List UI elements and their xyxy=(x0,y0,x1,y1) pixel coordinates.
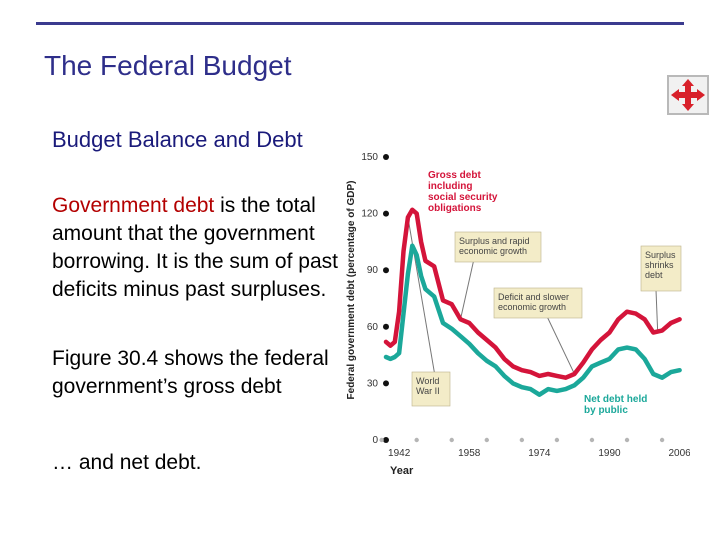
title-rule xyxy=(36,22,684,25)
move-arrows-icon xyxy=(671,79,705,111)
definition-term: Government debt xyxy=(52,194,215,217)
x-axis-label: Year xyxy=(390,465,414,477)
annotation-leader xyxy=(542,307,575,375)
surplus-rapid-box xyxy=(454,231,542,263)
x-minor-dot xyxy=(379,437,384,443)
y-tick-label: 120 xyxy=(361,209,378,220)
x-minor-dot xyxy=(449,437,454,443)
ww2-box xyxy=(411,371,451,407)
surplus-shrinks-annotation: Surplus shrinks debt xyxy=(645,250,676,280)
x-minor-dot xyxy=(624,437,630,443)
net-debt-paragraph: … and net debt. xyxy=(52,451,202,474)
debt-figure: Federal government debt (percentage of G… xyxy=(338,140,691,485)
y-tick-label: 60 xyxy=(367,322,379,333)
y-tick-dot xyxy=(383,154,389,160)
definition-paragraph: Government debt is the total amount that… xyxy=(52,192,352,304)
net-debt-annotation: Net debt held by public xyxy=(584,394,647,416)
section-subtitle: Budget Balance and Debt xyxy=(52,127,303,152)
x-minor-dot xyxy=(659,437,665,443)
annotation-leader xyxy=(655,289,659,333)
figure-paragraph: Figure 30.4 shows the federal government… xyxy=(52,347,329,398)
y-tick-dot xyxy=(383,210,389,217)
slide-title: The Federal Budget xyxy=(44,50,292,81)
x-minor-dot xyxy=(414,437,419,443)
x-minor-dot xyxy=(554,437,560,443)
surplus-shrinks-box xyxy=(640,245,682,292)
y-tick-label: 30 xyxy=(367,378,379,389)
move-button[interactable] xyxy=(667,75,709,115)
y-tick-dot xyxy=(383,380,389,387)
gross-debt-line xyxy=(383,207,682,380)
x-minor-dot xyxy=(519,437,525,443)
net-debt-line xyxy=(383,243,682,397)
x-tick-label: 1942 xyxy=(388,448,411,459)
x-minor-dot xyxy=(589,437,595,443)
x-tick-label: 1974 xyxy=(528,448,551,459)
y-tick-label: 150 xyxy=(361,152,378,163)
y-axis-label: Federal government debt (percentage of G… xyxy=(346,181,357,400)
y-tick-dot xyxy=(383,323,389,330)
y-tick-label: 0 xyxy=(372,435,378,446)
definition-text: is the total amount that the government … xyxy=(52,194,338,301)
y-tick-dot xyxy=(383,267,389,274)
y-tick-dot xyxy=(383,437,389,443)
y-tick-label: 90 xyxy=(367,265,379,276)
x-tick-label: 2006 xyxy=(668,448,690,459)
deficit-slower-box xyxy=(493,287,583,319)
x-minor-dot xyxy=(484,437,489,443)
world-war-ii-annotation: World War II xyxy=(416,376,440,396)
debt-chart: Federal government debt (percentage of G… xyxy=(346,152,691,477)
x-tick-label: 1990 xyxy=(598,448,621,459)
deficit-slower-annotation: Deficit and slower economic growth xyxy=(498,292,569,312)
surplus-rapid-annotation: Surplus and rapid economic growth xyxy=(459,236,530,256)
x-tick-label: 1958 xyxy=(458,448,481,459)
gross-debt-annotation: Gross debt including social security obliga… xyxy=(428,170,498,214)
